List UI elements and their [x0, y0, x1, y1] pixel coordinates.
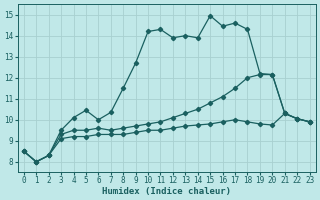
X-axis label: Humidex (Indice chaleur): Humidex (Indice chaleur): [102, 187, 231, 196]
